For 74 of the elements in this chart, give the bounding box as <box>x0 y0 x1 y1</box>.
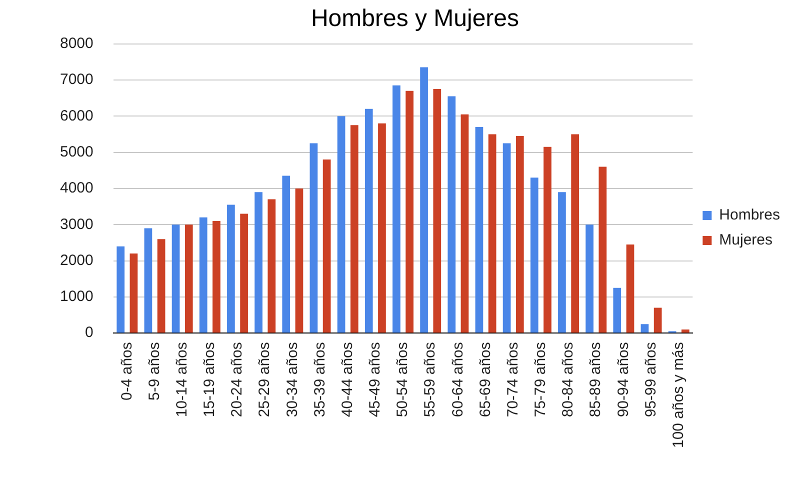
bar <box>254 192 262 333</box>
x-tick-label: 50-54 años <box>394 342 412 418</box>
x-tick-label: 55-59 años <box>422 342 439 418</box>
bar <box>212 221 220 333</box>
bar <box>516 136 524 333</box>
x-tick-label: 95-99 años <box>642 342 660 418</box>
y-tick-label: 1000 <box>60 288 94 306</box>
x-tick-label: 65-69 años <box>476 342 494 418</box>
bar <box>364 108 373 333</box>
y-tick-label: 6000 <box>60 107 94 124</box>
legend-label: Hombres <box>719 206 780 224</box>
x-tick-label: 40-44 años <box>338 342 356 418</box>
x-tick-label: 20-24 años <box>228 342 246 418</box>
bar <box>116 246 125 333</box>
x-tick-label: 15-19 años <box>201 342 218 418</box>
bar <box>544 146 552 333</box>
x-tick-label: 80-84 años <box>560 342 577 418</box>
x-tick-label: 5-9 años <box>146 342 163 400</box>
bar <box>130 254 138 333</box>
bar <box>378 123 386 333</box>
x-tick-label: 70-74 años <box>504 342 522 418</box>
bar <box>392 85 400 333</box>
x-tick-label: 10-14 años <box>173 342 190 418</box>
bar <box>433 89 442 333</box>
x-tick-label: 90-94 años <box>614 342 632 418</box>
bar <box>406 90 414 333</box>
bar <box>654 308 662 333</box>
x-tick-label: 85-89 años <box>587 342 604 418</box>
bar <box>613 288 622 333</box>
bar <box>460 114 469 333</box>
x-tick-label: 45-49 años <box>366 342 384 418</box>
bar <box>475 126 484 333</box>
bar <box>448 96 456 333</box>
y-tick-label: 3000 <box>60 216 94 233</box>
bar <box>322 160 331 333</box>
bar <box>598 166 607 333</box>
bar <box>268 199 276 333</box>
bar <box>502 143 511 333</box>
bar <box>626 244 634 333</box>
legend-label: Mujeres <box>719 232 773 249</box>
x-tick-label: 100 años y más <box>670 342 687 448</box>
x-tick-label: 75-79 años <box>532 342 550 418</box>
y-tick-label: 2000 <box>60 252 94 269</box>
y-tick-label: 8000 <box>60 34 94 52</box>
x-tick-label: 35-39 años <box>311 342 328 418</box>
x-tick-label: 0-4 años <box>118 342 136 400</box>
y-tick-label: 4000 <box>60 180 94 197</box>
bar <box>586 224 594 333</box>
chart-title: Hombres y Mujeres <box>310 5 520 32</box>
bar <box>571 134 579 333</box>
bar <box>420 67 428 333</box>
bar <box>227 204 235 333</box>
bar <box>172 224 180 333</box>
y-tick-label: 5000 <box>60 143 94 160</box>
x-tick-label: 30-34 años <box>284 342 301 418</box>
bar <box>282 176 290 333</box>
bar <box>558 192 566 333</box>
bar <box>157 239 166 333</box>
bar <box>199 217 208 333</box>
bar <box>184 224 193 333</box>
bar <box>240 214 248 333</box>
bar <box>488 134 496 333</box>
bar <box>144 228 152 333</box>
y-tick-label: 7000 <box>60 71 94 88</box>
bar <box>310 143 318 333</box>
x-tick-label: 25-29 años <box>256 342 274 418</box>
x-tick-label: 60-64 años <box>449 342 466 418</box>
y-tick-label: 0 <box>85 324 94 342</box>
bar <box>640 324 649 333</box>
bar <box>337 116 346 333</box>
bar <box>295 188 304 333</box>
bar <box>530 178 538 333</box>
bar <box>681 329 690 333</box>
bar <box>350 125 358 333</box>
